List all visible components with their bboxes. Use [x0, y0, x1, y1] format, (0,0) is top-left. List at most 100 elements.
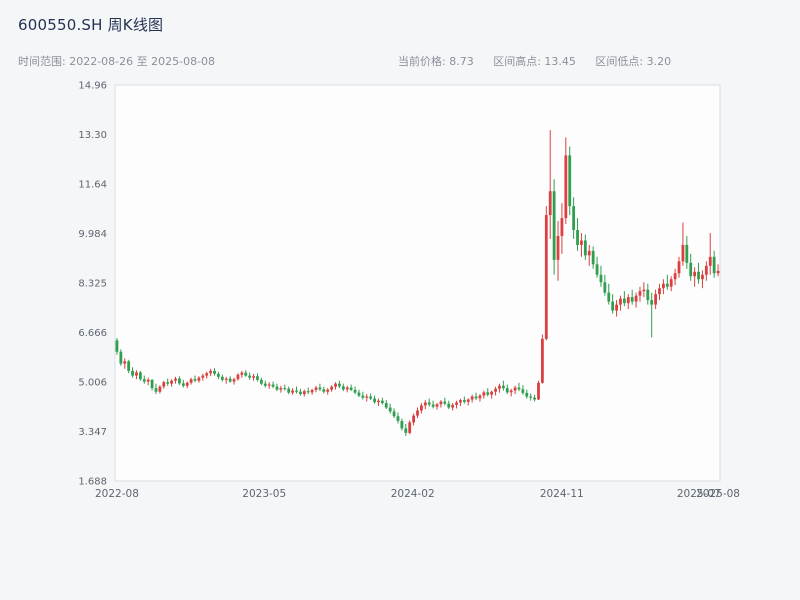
candle-body — [568, 155, 572, 207]
candle-body — [494, 388, 497, 392]
candle-body — [263, 383, 267, 386]
candle-body — [462, 400, 466, 402]
candle-body — [123, 361, 127, 364]
candle-body — [388, 407, 392, 412]
candle-body — [267, 384, 271, 386]
candle-body — [513, 387, 517, 391]
candle-body — [701, 274, 704, 280]
candle-body — [689, 262, 693, 277]
date-range-label: 时间范围: 2022-08-26 至 2025-08-08 — [18, 55, 216, 68]
candle-body — [603, 282, 607, 293]
candle-body — [521, 389, 525, 393]
candle-body — [599, 274, 603, 283]
candle-body — [455, 402, 458, 405]
candle-body — [541, 338, 544, 383]
candle-body — [119, 351, 123, 364]
y-tick-label: 1.688 — [78, 477, 107, 488]
candle-body — [611, 301, 615, 311]
candle-body — [380, 400, 384, 404]
candle-body — [224, 378, 228, 380]
candle-body — [470, 396, 474, 400]
candle-body — [482, 392, 486, 396]
candle-body — [677, 261, 681, 274]
x-tick-label: 2023-05 — [242, 488, 286, 500]
range-low-label: 区间低点: 3.20 — [595, 55, 672, 68]
candle-body — [412, 415, 415, 423]
candle-body — [361, 395, 365, 398]
candle-body — [236, 374, 240, 380]
candle-body — [334, 383, 337, 387]
candle-body — [232, 379, 236, 382]
y-tick-label: 8.325 — [78, 278, 107, 289]
candle-body — [669, 279, 673, 287]
candle-body — [142, 379, 146, 382]
candle-body — [158, 386, 162, 392]
candle-body — [205, 373, 209, 376]
candle-body — [580, 240, 583, 245]
candle-body — [634, 295, 638, 302]
candle-body — [607, 292, 611, 302]
candle-body — [373, 398, 376, 403]
candle-body — [135, 372, 138, 376]
candle-body — [306, 391, 310, 393]
page-title: 600550.SH 周K线图 — [18, 16, 164, 34]
candle-body — [220, 376, 224, 380]
candle-body — [310, 389, 314, 393]
candle-body — [505, 388, 509, 393]
candle-body — [228, 378, 232, 382]
candle-body — [295, 390, 298, 392]
candle-body — [537, 382, 540, 400]
candle-body — [189, 379, 193, 383]
candle-body — [435, 404, 439, 407]
candle-body — [345, 387, 349, 390]
candle-body — [556, 235, 560, 260]
candle-body — [138, 372, 142, 380]
candle-body — [197, 377, 201, 381]
candle-body — [322, 389, 326, 392]
candle-body — [697, 271, 700, 280]
candle-body — [529, 396, 533, 398]
range-high-label: 区间高点: 13.45 — [493, 55, 576, 68]
candle-body — [365, 396, 369, 398]
candle-body — [174, 378, 177, 381]
candle-body — [162, 382, 166, 387]
candle-body — [240, 372, 244, 375]
candle-body — [420, 405, 423, 411]
candle-body — [326, 389, 330, 392]
candle-body — [658, 288, 661, 295]
candle-body — [396, 416, 400, 421]
candle-body — [466, 399, 470, 402]
candle-body — [427, 402, 431, 405]
candle-body — [400, 420, 404, 429]
x-tick-label: 2025-08 — [696, 488, 740, 500]
candle-body — [478, 395, 482, 399]
candle-body — [685, 244, 689, 263]
candle-body — [353, 389, 357, 393]
candle-body — [423, 402, 427, 406]
stats-row: 当前价格: 8.73 区间高点: 13.45 区间低点: 3.20 — [398, 53, 687, 69]
candle-body — [662, 283, 665, 289]
candle-body — [474, 396, 478, 399]
candle-body — [681, 244, 685, 262]
current-price-label: 当前价格: 8.73 — [398, 55, 474, 68]
candle-body — [431, 404, 435, 407]
candle-body — [583, 240, 587, 256]
candle-body — [622, 298, 626, 304]
candle-body — [150, 379, 154, 389]
candle-body — [552, 191, 556, 260]
candle-body — [299, 391, 302, 395]
candle-body — [501, 385, 505, 389]
candle-body — [533, 397, 536, 400]
candle-body — [287, 388, 291, 393]
candle-body — [619, 298, 622, 305]
candle-body — [291, 390, 294, 393]
candle-body — [443, 401, 447, 404]
candle-body — [193, 379, 197, 381]
candle-body — [213, 370, 216, 374]
candle-body — [650, 300, 654, 305]
candle-body — [587, 250, 591, 256]
candle-body — [693, 271, 697, 277]
candle-body — [217, 373, 220, 377]
candle-body — [615, 304, 618, 311]
